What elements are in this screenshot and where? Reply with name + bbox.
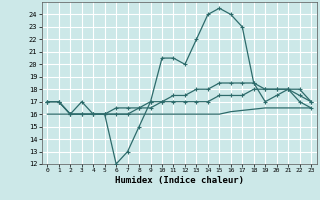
X-axis label: Humidex (Indice chaleur): Humidex (Indice chaleur) bbox=[115, 176, 244, 185]
